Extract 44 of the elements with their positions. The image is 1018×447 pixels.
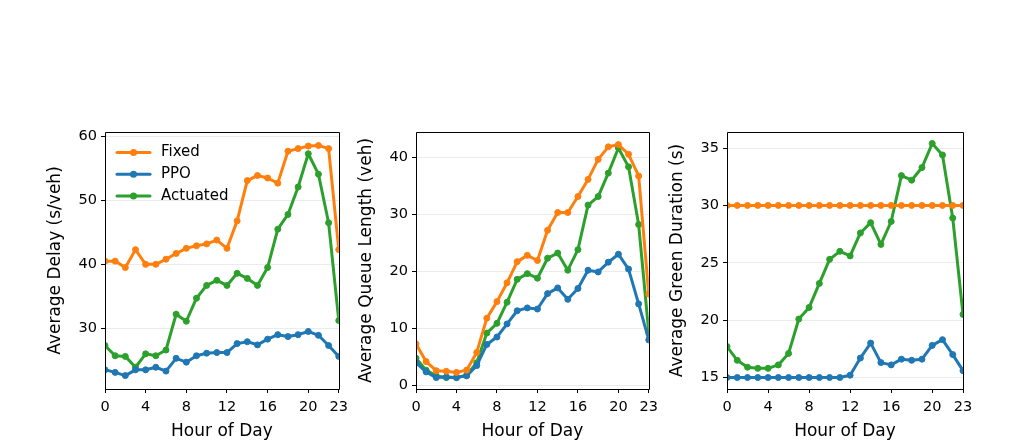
y-tick-label: 40 [78, 255, 97, 272]
y-tick-label: 20 [700, 310, 719, 327]
x-tick-label: 8 [492, 398, 502, 415]
x-tick-label: 0 [100, 398, 110, 415]
y-tick-label: 30 [78, 319, 97, 336]
y-tick-label: 10 [389, 319, 408, 336]
x-tick-label: 12 [217, 398, 237, 415]
y-tick-label: 60 [78, 127, 97, 144]
legend-label: PPO [161, 164, 191, 183]
x-tick-label: 23 [329, 398, 348, 415]
x-tick-label: 8 [804, 398, 814, 415]
x-axis-title: Hour of Day [794, 420, 896, 441]
x-tick-label: 0 [411, 398, 421, 415]
x-tick-label: 4 [763, 398, 773, 415]
x-tick-label: 0 [722, 398, 732, 415]
x-tick-label: 23 [953, 398, 973, 415]
x-tick-label: 23 [639, 398, 658, 415]
x-tick-label: 16 [881, 398, 901, 415]
x-tick-label: 12 [840, 398, 860, 415]
x-axis-title: Hour of Day [171, 420, 273, 441]
x-tick-label: 16 [568, 398, 588, 415]
legend-label: Fixed [161, 142, 200, 161]
legend-label: Actuated [161, 185, 229, 204]
x-tick-label: 16 [258, 398, 277, 415]
y-tick-label: 35 [700, 138, 719, 155]
y-tick-label: 0 [398, 376, 408, 393]
y-axis-title: Average Green Duration (s) [665, 143, 686, 378]
x-tick-label: 20 [299, 398, 318, 415]
x-tick-label: 20 [609, 398, 628, 415]
x-tick-label: 12 [528, 398, 547, 415]
y-tick-label: 30 [389, 205, 408, 222]
x-tick-label: 8 [181, 398, 191, 415]
y-axis-title: Average Delay (s/veh) [43, 166, 64, 355]
x-tick-label: 4 [451, 398, 462, 415]
x-axis-title: Hour of Day [481, 420, 584, 441]
y-tick-label: 15 [700, 368, 719, 385]
y-tick-label: 25 [700, 253, 719, 270]
y-axis-title: Average Queue Length (veh) [354, 137, 375, 384]
x-tick-label: 4 [141, 398, 151, 415]
y-tick-label: 50 [78, 191, 97, 208]
y-tick-label: 30 [700, 196, 719, 213]
y-tick-label: 20 [389, 262, 408, 279]
x-tick-label: 20 [922, 398, 942, 415]
y-tick-label: 40 [389, 147, 408, 164]
